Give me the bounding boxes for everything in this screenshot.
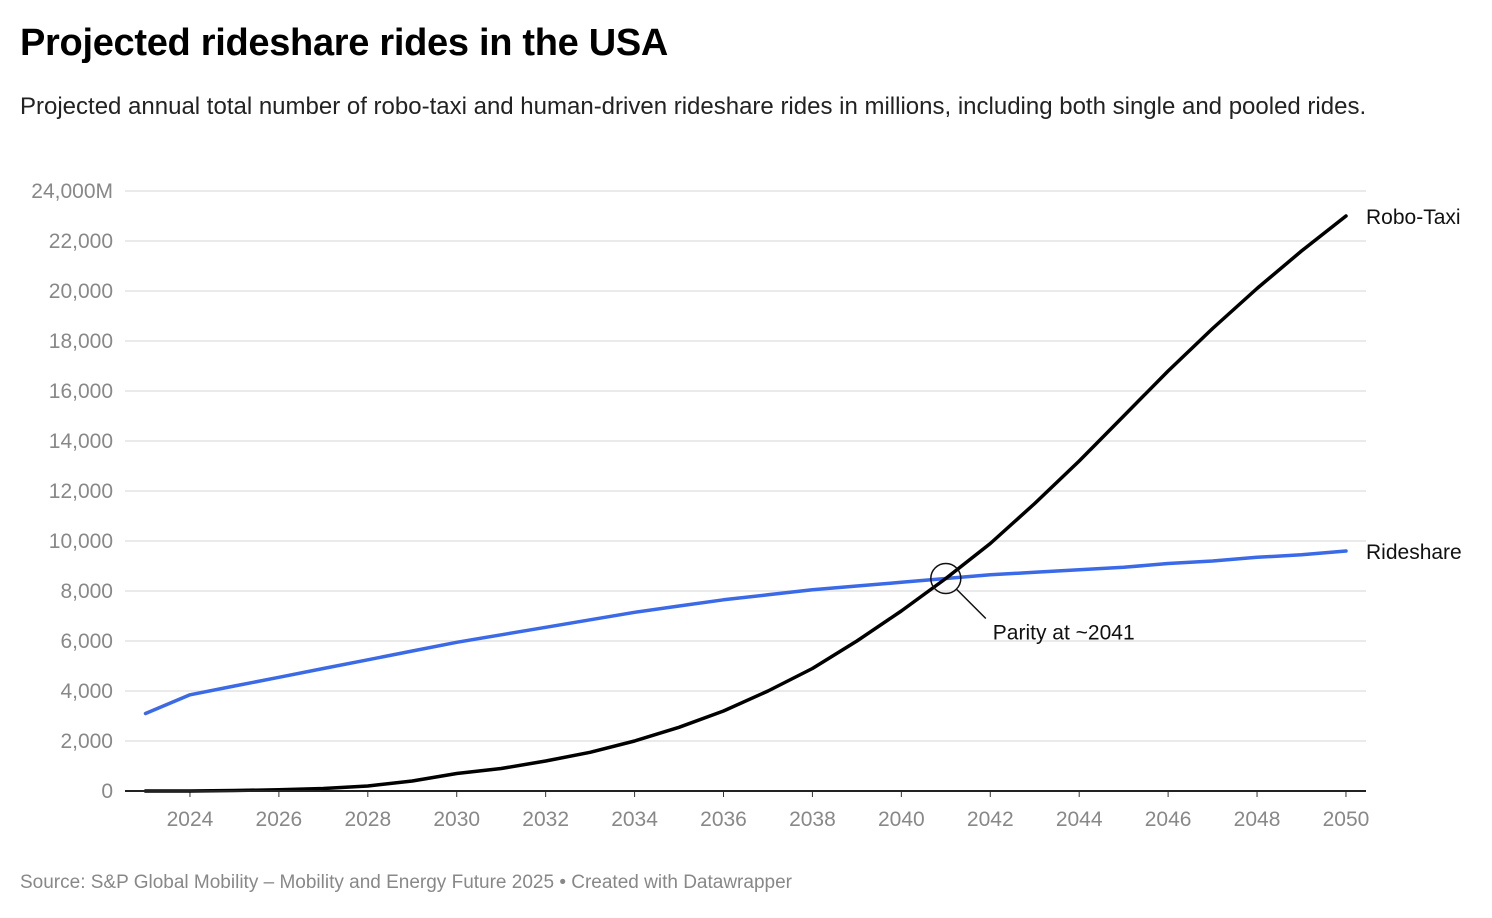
x-tick-label: 2034 (611, 808, 658, 831)
x-tick-label: 2046 (1145, 808, 1192, 831)
x-tick-label: 2028 (344, 808, 391, 831)
x-tick-label: 2048 (1234, 808, 1281, 831)
x-tick-label: 2024 (167, 808, 214, 831)
y-tick-label: 4,000 (60, 680, 113, 703)
x-tick-label: 2050 (1323, 808, 1370, 831)
series-label-robo-taxi: Robo-Taxi (1366, 206, 1461, 229)
x-tick-label: 2036 (700, 808, 747, 831)
y-tick-label: 6,000 (60, 630, 113, 653)
y-tick-label: 20,000 (49, 280, 113, 303)
chart-subtitle: Projected annual total number of robo-ta… (20, 93, 1367, 120)
y-tick-label: 0 (101, 780, 113, 803)
parity-circle-marker (930, 562, 962, 595)
y-tick-label: 8,000 (60, 580, 113, 603)
chart-title: Projected rideshare rides in the USA (20, 22, 669, 64)
y-tick-label: 14,000 (49, 430, 113, 453)
annotation-leader-line (956, 588, 987, 620)
series-label-rideshare: Rideshare (1366, 541, 1462, 564)
x-tick-label: 2042 (967, 808, 1014, 831)
y-tick-label: 18,000 (49, 330, 113, 353)
series-line-robo-taxi (143, 214, 1348, 793)
annotation-text: Parity at ~2041 (993, 622, 1135, 645)
x-tick-label: 2030 (433, 808, 480, 831)
x-tick-label: 2038 (789, 808, 836, 831)
y-tick-label: 12,000 (49, 480, 113, 503)
x-tick-label: 2040 (878, 808, 925, 831)
y-tick-label: 2,000 (60, 730, 113, 753)
series-line-rideshare (143, 549, 1348, 716)
y-tick-label: 22,000 (49, 230, 113, 253)
x-tick-label: 2044 (1056, 808, 1103, 831)
x-tick-label: 2032 (522, 808, 569, 831)
x-tick-label: 2026 (256, 808, 303, 831)
y-tick-label: 24,000M (31, 180, 113, 203)
y-tick-label: 16,000 (49, 380, 113, 403)
source-note: Source: S&P Global Mobility – Mobility a… (20, 872, 792, 893)
y-tick-label: 10,000 (49, 530, 113, 553)
